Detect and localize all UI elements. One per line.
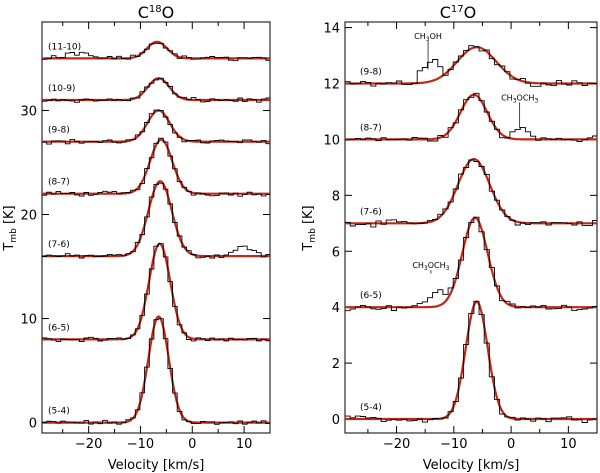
fit-curve: [42, 315, 270, 424]
x-tick-label: −20: [383, 437, 410, 452]
y-tick-label: 4: [332, 301, 340, 316]
y-axis-label: Tmb [K]: [301, 205, 318, 251]
observed-spectrum: [42, 318, 270, 425]
panel-c18o: C18O −20 −10 0 10 0 10 20 30 (5-4) (6-5) (7-6) (8-…: [2, 3, 271, 473]
observed-spectrum: [345, 45, 597, 87]
transition-label: (9-8): [48, 126, 70, 136]
fit-curve: [345, 216, 597, 309]
plot-frame: [41, 21, 271, 434]
axis-ticks: −20 −10 0 10 0 10 20 30: [20, 22, 271, 452]
panel-title-c17o: C17O: [440, 3, 477, 22]
fit-curve: [42, 138, 270, 195]
observed-spectrum: [42, 42, 270, 62]
transition-label: (6-5): [48, 323, 70, 333]
fit-curve: [42, 180, 270, 258]
axis-ticks: −20 −10 0 10 0 2 4 6 8 10 12 14: [323, 22, 598, 452]
annotation-label: CH3OH: [414, 32, 442, 43]
transition-label: (7-6): [360, 207, 382, 217]
observed-spectrum: [42, 109, 270, 145]
x-tick-label: 0: [188, 437, 196, 452]
x-axis-label: Velocity [km/s]: [108, 458, 205, 473]
fit-curves: [345, 46, 597, 421]
fit-curve: [345, 46, 597, 85]
transition-label: (5-4): [360, 403, 382, 413]
y-tick-label: 0: [29, 417, 37, 432]
transition-label: (11-10): [48, 42, 81, 52]
fit-curve: [42, 242, 270, 341]
fit-curve: [42, 77, 270, 102]
transition-label: (8-7): [360, 123, 382, 133]
transition-label: (10-9): [48, 84, 75, 94]
x-tick-label: 10: [560, 437, 577, 452]
observed-spectrum: [42, 77, 270, 103]
observed-spectra: [42, 42, 270, 425]
y-tick-label: 30: [20, 104, 37, 119]
y-tick-label: 10: [20, 313, 37, 328]
transition-labels: (5-4) (6-5) (7-6) (8-7) (9-8): [360, 68, 382, 414]
transition-label: (6-5): [360, 291, 382, 301]
y-tick-label: 20: [20, 208, 37, 223]
observed-spectrum: [345, 159, 597, 228]
x-tick-label: −10: [127, 437, 154, 452]
fit-curve: [345, 93, 597, 141]
fit-curves: [42, 40, 270, 424]
annotation-label: CH3OCH3: [501, 93, 538, 104]
panel-c17o: C17O −20 −10 0 10 0 2 4 6 8 10 12 14 (5-4) (6-5) (7-6…: [301, 3, 598, 473]
y-axis-label: Tmb [K]: [2, 205, 19, 251]
transition-labels: (5-4) (6-5) (7-6) (8-7) (9-8) (10-9) (11-10): [48, 42, 81, 416]
plot-frame: [344, 21, 598, 434]
y-tick-label: 14: [323, 22, 340, 37]
observed-spectrum: [345, 300, 597, 423]
fit-curve: [42, 109, 270, 143]
x-tick-label: −20: [75, 437, 102, 452]
y-tick-label: 10: [323, 133, 340, 148]
transition-label: (7-6): [48, 240, 70, 250]
y-tick-label: 12: [323, 78, 340, 93]
observed-spectra: [345, 45, 597, 423]
x-tick-label: 10: [236, 437, 253, 452]
x-tick-label: −10: [440, 437, 467, 452]
annotation-label: CH3OCH3: [412, 261, 449, 272]
y-tick-label: 8: [332, 189, 340, 204]
observed-spectrum: [345, 92, 597, 142]
transition-label: (9-8): [360, 68, 382, 78]
y-tick-label: 6: [332, 245, 340, 260]
y-tick-label: 2: [332, 357, 340, 372]
fit-curve: [345, 300, 597, 421]
transition-label: (8-7): [48, 178, 70, 188]
observed-spectrum: [42, 182, 270, 259]
y-tick-label: 0: [332, 413, 340, 428]
fit-curve: [42, 40, 270, 60]
annotations: CH3OH CH3OCH3 CH3OCH3: [412, 32, 538, 274]
x-axis-label: Velocity [km/s]: [423, 458, 520, 473]
fit-curve: [345, 157, 597, 225]
x-tick-label: 0: [507, 437, 515, 452]
observed-spectrum: [42, 243, 270, 342]
observed-spectrum: [345, 216, 597, 312]
panel-title-c18o: C18O: [138, 3, 175, 22]
observed-spectrum: [42, 137, 270, 197]
transition-label: (5-4): [48, 407, 70, 417]
